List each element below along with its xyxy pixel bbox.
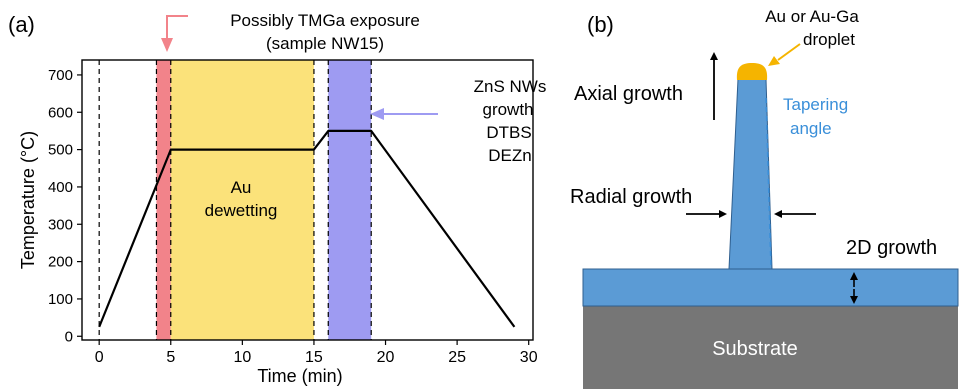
substrate-label: Substrate — [712, 338, 798, 360]
y-tick-label: 200 — [48, 254, 73, 271]
shaded-region-pink — [156, 60, 171, 340]
tapering-label-line1: Tapering — [783, 95, 848, 114]
tapering-label-line2: angle — [790, 119, 832, 138]
droplet-shape — [736, 63, 768, 80]
tmga-annotation-line1: Possibly TMGa exposure — [230, 11, 420, 30]
droplet-label-line1: Au or Au-Ga — [765, 7, 859, 26]
droplet-pointer-arrow — [777, 43, 801, 61]
y-axis-ticks: 0 100 200 300 400 500 600 700 — [48, 67, 82, 345]
panel-b-label: (b) — [587, 12, 614, 37]
axial-growth-label: Axial growth — [574, 83, 683, 105]
tmga-annotation-line2: (sample NW15) — [266, 34, 384, 53]
temperature-line — [98, 129, 516, 328]
y-tick-label: 100 — [48, 291, 73, 308]
shaded-region-yellow — [170, 60, 314, 340]
zns-arrowhead — [370, 108, 384, 120]
region-text-dewetting: dewetting — [205, 201, 278, 220]
radial-growth-label: Radial growth — [570, 186, 692, 208]
x-tick-label: 0 — [95, 349, 104, 366]
shaded-region-blue — [328, 60, 372, 340]
y-tick-label: 400 — [48, 179, 73, 196]
x-tick-label: 10 — [233, 349, 251, 366]
2d-growth-layer — [582, 268, 959, 307]
shaded-regions — [156, 60, 372, 340]
x-tick-label: 25 — [448, 349, 466, 366]
zns-annotation-line1: ZnS NWs — [474, 77, 547, 96]
plot-frame — [81, 59, 534, 341]
y-tick-label: 500 — [48, 142, 73, 159]
x-tick-label: 30 — [520, 349, 538, 366]
zns-annotation-line4: DEZn — [488, 146, 531, 165]
temperature-profile-series — [98, 129, 516, 328]
x-tick-label: 5 — [166, 349, 175, 366]
x-axis-label: Time (min) — [257, 366, 342, 386]
panel-a-label: (a) — [8, 12, 35, 37]
zns-annotation-line2: growth — [482, 100, 533, 119]
tmga-pointer-arrow — [166, 15, 188, 40]
dashed-time-markers — [98, 60, 372, 340]
droplet-label-line2: droplet — [803, 30, 855, 49]
y-tick-label: 700 — [48, 67, 73, 84]
y-axis-label: Temperature (°C) — [18, 131, 38, 269]
substrate-block — [583, 306, 958, 389]
y-tick-label: 0 — [65, 328, 73, 345]
region-text-au: Au — [231, 178, 252, 197]
zns-annotation-line3: DTBS — [486, 123, 531, 142]
y-tick-label: 600 — [48, 104, 73, 121]
x-tick-label: 15 — [305, 349, 323, 366]
temperature-chart: 0 5 10 15 20 25 30 0 100 200 300 400 500 600 700 — [48, 59, 538, 366]
2d-growth-label: 2D growth — [846, 237, 937, 259]
tmga-arrowhead — [161, 38, 173, 52]
x-tick-label: 20 — [377, 349, 395, 366]
x-axis-ticks: 0 5 10 15 20 25 30 — [95, 340, 538, 366]
y-tick-label: 300 — [48, 216, 73, 233]
tapering-dashed-line — [765, 97, 772, 269]
droplet-arrowhead — [768, 56, 780, 66]
